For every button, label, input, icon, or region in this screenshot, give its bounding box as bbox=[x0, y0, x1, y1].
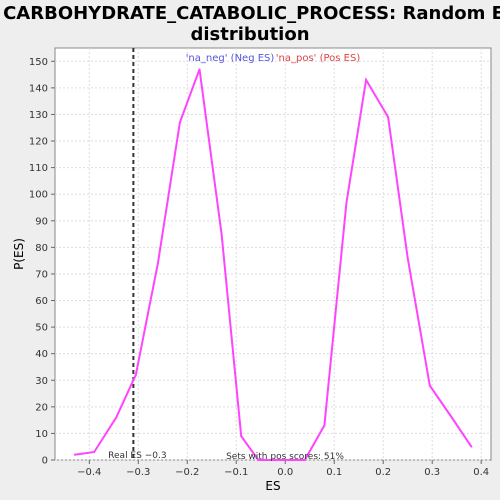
data-point bbox=[134, 374, 137, 376]
y-tick-label: 80 bbox=[35, 243, 48, 254]
x-tick-label: −0.2 bbox=[175, 467, 199, 478]
y-tick-label: 150 bbox=[29, 57, 48, 68]
data-point bbox=[274, 459, 277, 461]
data-point bbox=[73, 453, 76, 456]
y-tick-label: 60 bbox=[35, 296, 48, 307]
data-point bbox=[220, 233, 223, 235]
y-tick-label: 120 bbox=[29, 137, 48, 148]
x-tick-label: −0.3 bbox=[126, 467, 150, 478]
data-point bbox=[365, 78, 367, 81]
y-tick-label: 40 bbox=[35, 349, 48, 360]
y-tick-label: 130 bbox=[29, 110, 48, 121]
data-point bbox=[450, 416, 453, 419]
data-point bbox=[115, 416, 118, 419]
y-axis: 0 10 20 30 40 50 60 70 80 90 100 110 120 130 140 150 bbox=[29, 57, 55, 467]
y-tick-label: 20 bbox=[35, 402, 48, 413]
data-point bbox=[93, 451, 96, 453]
y-tick-label: 140 bbox=[29, 83, 48, 94]
x-tick-label: 0.2 bbox=[375, 467, 391, 478]
data-point bbox=[179, 121, 181, 124]
y-tick-label: 70 bbox=[35, 269, 48, 280]
y-tick-label: 90 bbox=[35, 216, 48, 227]
plot-area bbox=[54, 47, 492, 461]
y-tick-label: 0 bbox=[42, 456, 48, 467]
data-point bbox=[156, 262, 159, 265]
data-points bbox=[73, 68, 473, 461]
y-tick-label: 100 bbox=[29, 190, 48, 201]
real-es-label: Real ES −0.3 bbox=[108, 451, 166, 461]
y-tick-label: 30 bbox=[35, 376, 48, 387]
data-point bbox=[257, 459, 260, 461]
y-tick-label: 50 bbox=[35, 323, 48, 334]
y-tick-label: 110 bbox=[29, 163, 48, 174]
x-tick-label: 0.0 bbox=[277, 467, 293, 478]
data-point bbox=[428, 384, 431, 387]
data-point bbox=[240, 435, 243, 437]
x-tick-label: 0.1 bbox=[326, 467, 342, 478]
y-axis-label: P(ES) bbox=[12, 238, 26, 270]
data-point bbox=[198, 68, 201, 71]
data-point bbox=[303, 459, 306, 461]
grid bbox=[55, 48, 491, 461]
data-point bbox=[345, 201, 348, 204]
x-axis: −0.4 −0.3 −0.2 −0.1 0.0 0.1 0.2 0.3 0.4 bbox=[77, 460, 489, 478]
data-point bbox=[470, 445, 473, 448]
x-tick-label: −0.1 bbox=[224, 467, 248, 478]
legend-pos-es: 'na_pos' (Pos ES) bbox=[276, 53, 361, 64]
x-axis-label: ES bbox=[265, 479, 280, 493]
pos-scores-annotation: Sets with pos scores: 51% bbox=[226, 452, 344, 462]
x-tick-label: 0.3 bbox=[424, 467, 440, 478]
y-tick-label: 10 bbox=[35, 429, 48, 440]
data-point bbox=[323, 424, 326, 427]
x-tick-label: 0.4 bbox=[473, 467, 489, 478]
data-point bbox=[387, 116, 390, 119]
chart-title-line2: distribution bbox=[190, 24, 309, 45]
data-point bbox=[406, 257, 409, 259]
chart-title-line1: CARBOHYDRATE_CATABOLIC_PROCESS: Random E… bbox=[3, 3, 500, 24]
x-tick-label: −0.4 bbox=[77, 467, 101, 478]
data-point bbox=[284, 459, 287, 461]
legend-neg-es: 'na_neg' (Neg ES) bbox=[186, 53, 275, 64]
